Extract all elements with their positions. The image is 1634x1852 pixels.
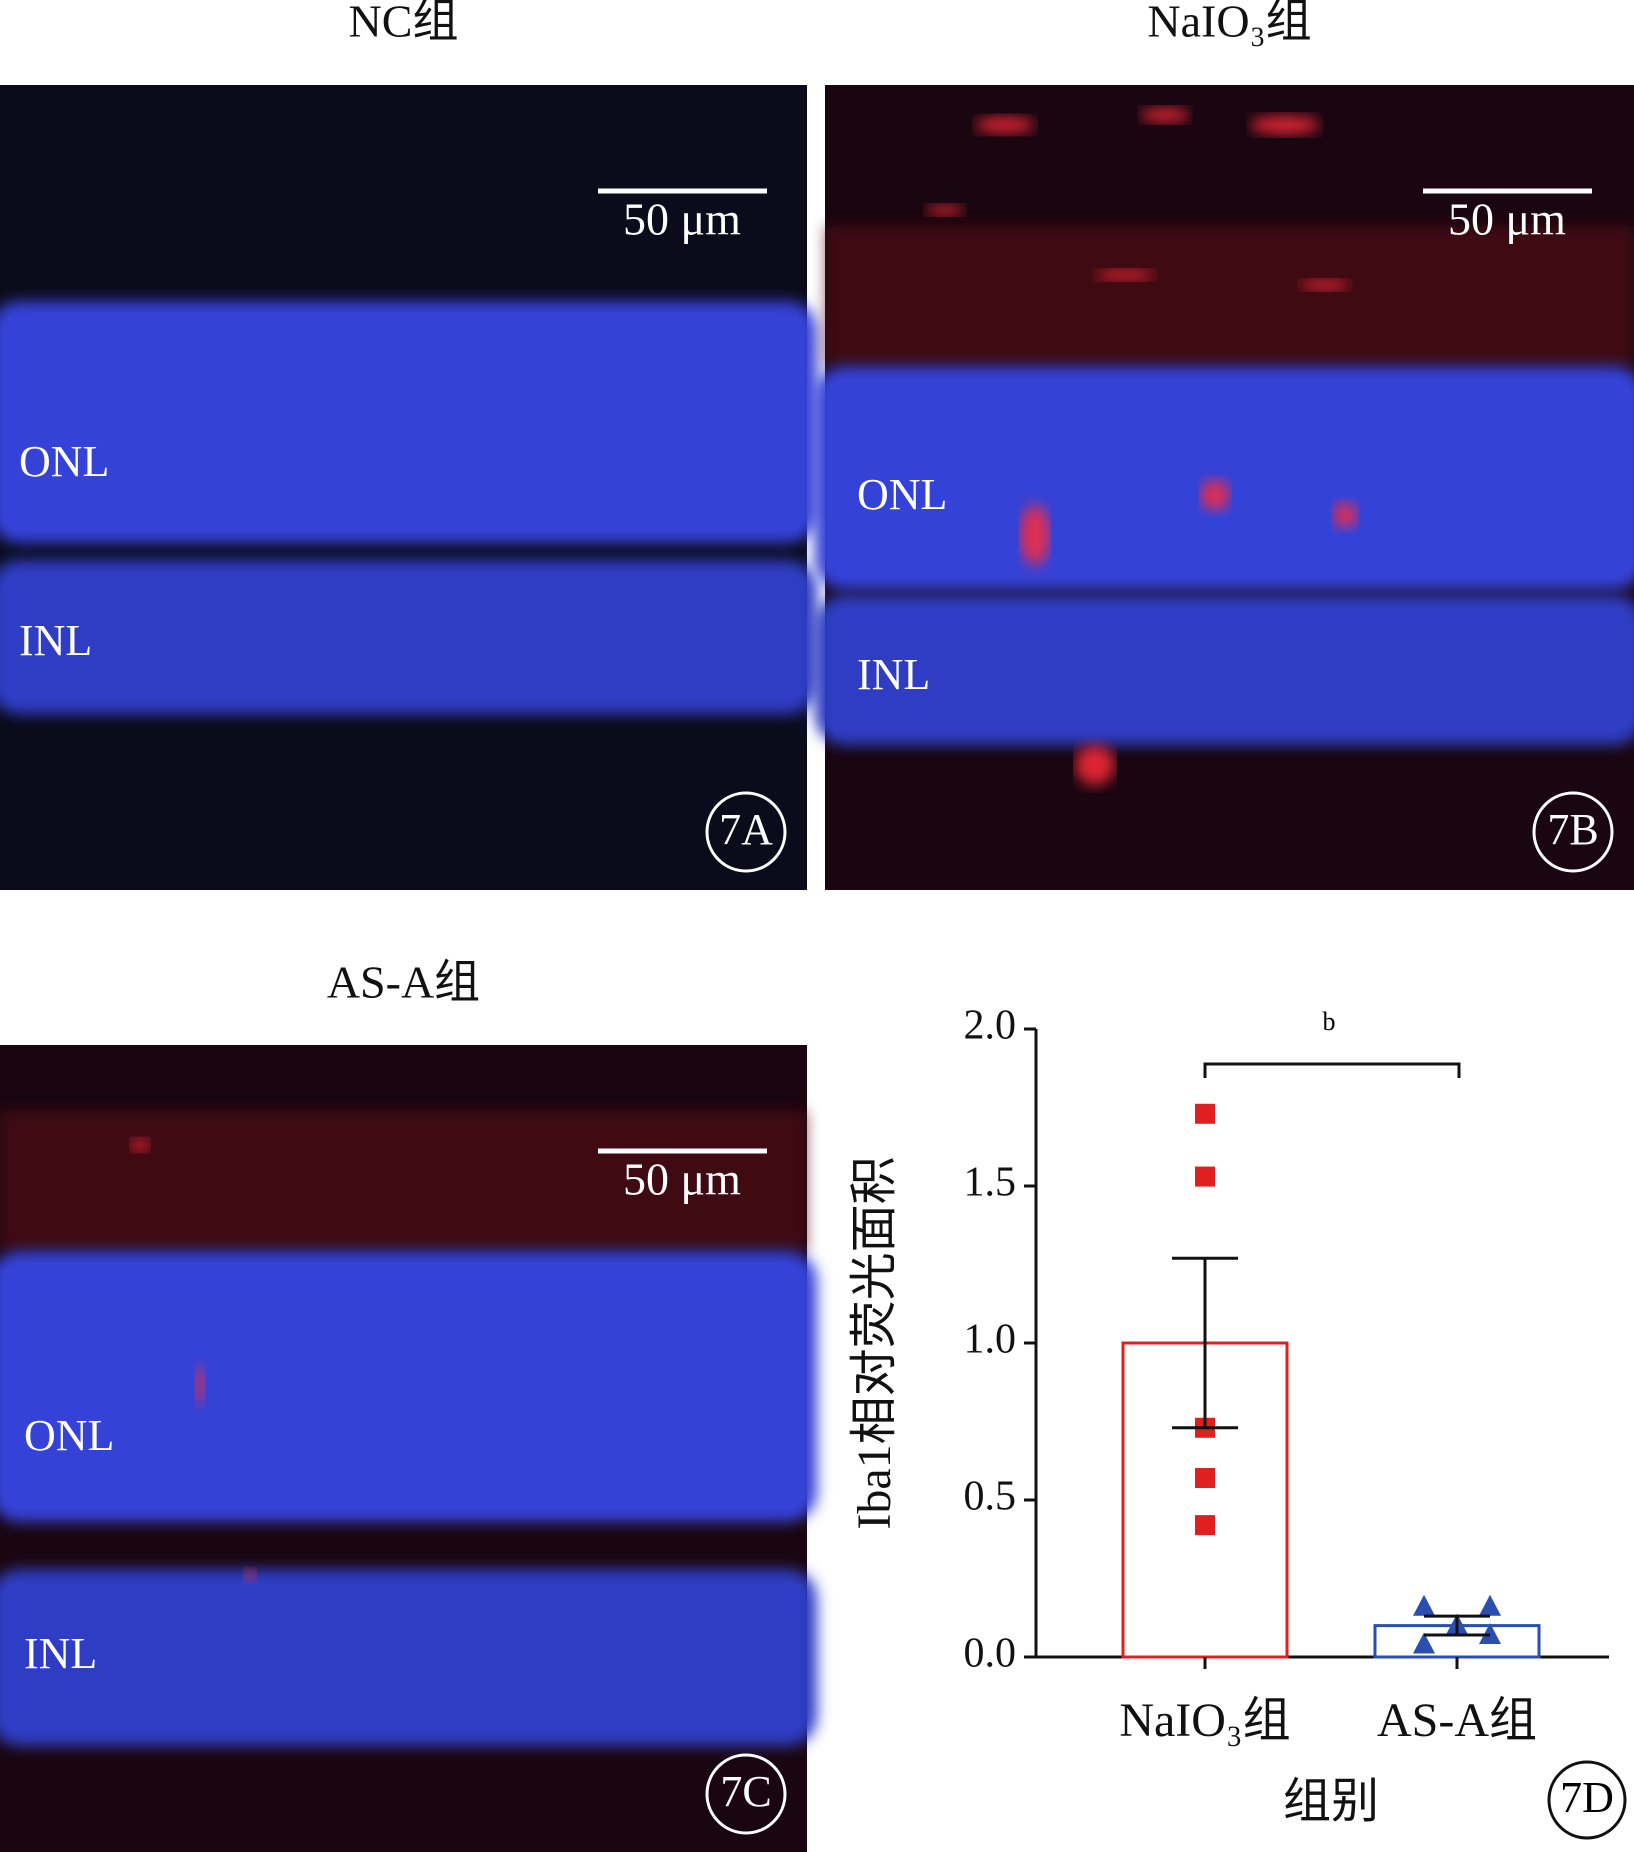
panel-tag: 7D [1560, 1773, 1614, 1822]
layer-label: INL [857, 650, 930, 699]
data-point [1479, 1594, 1501, 1616]
layer-label: INL [24, 1629, 97, 1678]
inl-band [815, 595, 1634, 745]
y-tick-label: 2.0 [964, 1003, 1017, 1049]
y-tick-label: 0.0 [964, 1631, 1017, 1677]
panel-tag: 7C [720, 1767, 771, 1816]
red-signal [1020, 505, 1050, 565]
red-signal [925, 205, 965, 215]
panel-title: AS-A组 [327, 957, 480, 1008]
onl-band [815, 366, 1634, 590]
y-axis-label: Iba1相对荧光面积 [848, 1156, 901, 1529]
inl-band [0, 1569, 817, 1746]
layer-label: ONL [19, 437, 109, 486]
x-tick-label: AS-A组 [1377, 1694, 1537, 1747]
data-point [1195, 1103, 1215, 1124]
y-tick-label: 0.5 [964, 1474, 1017, 1520]
data-point [1413, 1632, 1435, 1654]
layer-label: ONL [857, 470, 947, 519]
data-point [1195, 1166, 1215, 1187]
panel-tag: 7A [719, 805, 773, 854]
panel-title: NC组 [349, 0, 459, 47]
red-signal [130, 1139, 150, 1151]
panel-tag: 7B [1547, 805, 1598, 854]
data-point [1195, 1515, 1215, 1536]
panel-tag-circle [1532, 791, 1614, 873]
micrograph-panel: 50 μm ONL INL 7B [815, 85, 1634, 890]
red-signal [1095, 270, 1155, 280]
panel-tag-circle [705, 791, 787, 873]
onl-band [0, 301, 817, 543]
scale-bar-label: 50 μm [1448, 194, 1566, 245]
x-tick-label: NaIO₃组 [1119, 1694, 1290, 1747]
layer-label: INL [19, 616, 92, 665]
panel-title: NaIO₃组 [1147, 0, 1311, 47]
scale-bar-label: 50 μm [623, 194, 741, 245]
red-signal [1300, 280, 1350, 290]
red-haze [825, 226, 1634, 366]
y-tick-label: 1.0 [964, 1317, 1017, 1363]
panel-tag-circle [1547, 1760, 1627, 1840]
data-point [1195, 1468, 1215, 1489]
red-signal [244, 1569, 256, 1581]
red-signal [195, 1365, 205, 1405]
red-signal [975, 117, 1035, 133]
red-haze [0, 1111, 807, 1251]
red-signal [1075, 745, 1115, 785]
red-signal [1332, 502, 1358, 528]
x-axis-label: 组别 [1283, 1775, 1379, 1828]
significance-label: b [1323, 1007, 1336, 1036]
panel-tag-circle [705, 1753, 787, 1835]
data-point [1413, 1594, 1435, 1616]
inl-band [0, 560, 817, 714]
red-signal [1200, 480, 1230, 510]
onl-band [0, 1251, 817, 1522]
micrograph-panel: 50 μm ONL INL 7C [0, 1045, 817, 1852]
red-signal [1250, 116, 1320, 134]
red-signal [1140, 108, 1190, 122]
scale-bar-label: 50 μm [623, 1154, 741, 1205]
significance-bracket [1203, 1062, 1461, 1078]
layer-label: ONL [24, 1411, 114, 1460]
y-tick-label: 1.5 [964, 1160, 1017, 1206]
micrograph-panel: 50 μm ONL INL 7A [0, 85, 817, 890]
